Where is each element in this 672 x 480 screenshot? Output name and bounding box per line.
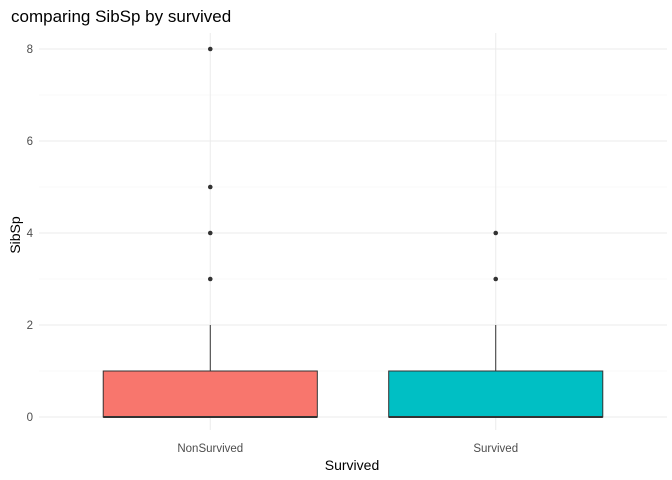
x-tick-label: Survived [473, 443, 518, 455]
grid-lines [39, 33, 667, 430]
box-body [102, 370, 318, 418]
x-tick-label: NonSurvived [177, 443, 243, 455]
outlier-point [207, 276, 213, 282]
y-tick-label: 4 [27, 228, 34, 240]
y-axis-title: SibSp [7, 216, 23, 254]
outlier-point [207, 230, 213, 236]
box-body [388, 370, 604, 418]
y-tick-label: 2 [27, 320, 33, 332]
outlier-point [493, 230, 499, 236]
box-survived [388, 230, 604, 418]
y-tick-labels: 0 2 4 6 8 [27, 44, 34, 424]
y-tick-label: 0 [27, 412, 33, 424]
chart-title: comparing SibSp by survived [11, 7, 231, 26]
y-tick-label: 6 [27, 136, 33, 148]
x-tick-labels: NonSurvived Survived [177, 443, 518, 455]
box-layer [102, 46, 604, 418]
y-tick-label: 8 [27, 44, 33, 56]
outlier-point [493, 276, 499, 282]
box-nonsurvived [102, 46, 318, 418]
x-axis-title: Survived [325, 457, 379, 473]
outlier-point [207, 46, 213, 52]
outlier-point [207, 184, 213, 190]
